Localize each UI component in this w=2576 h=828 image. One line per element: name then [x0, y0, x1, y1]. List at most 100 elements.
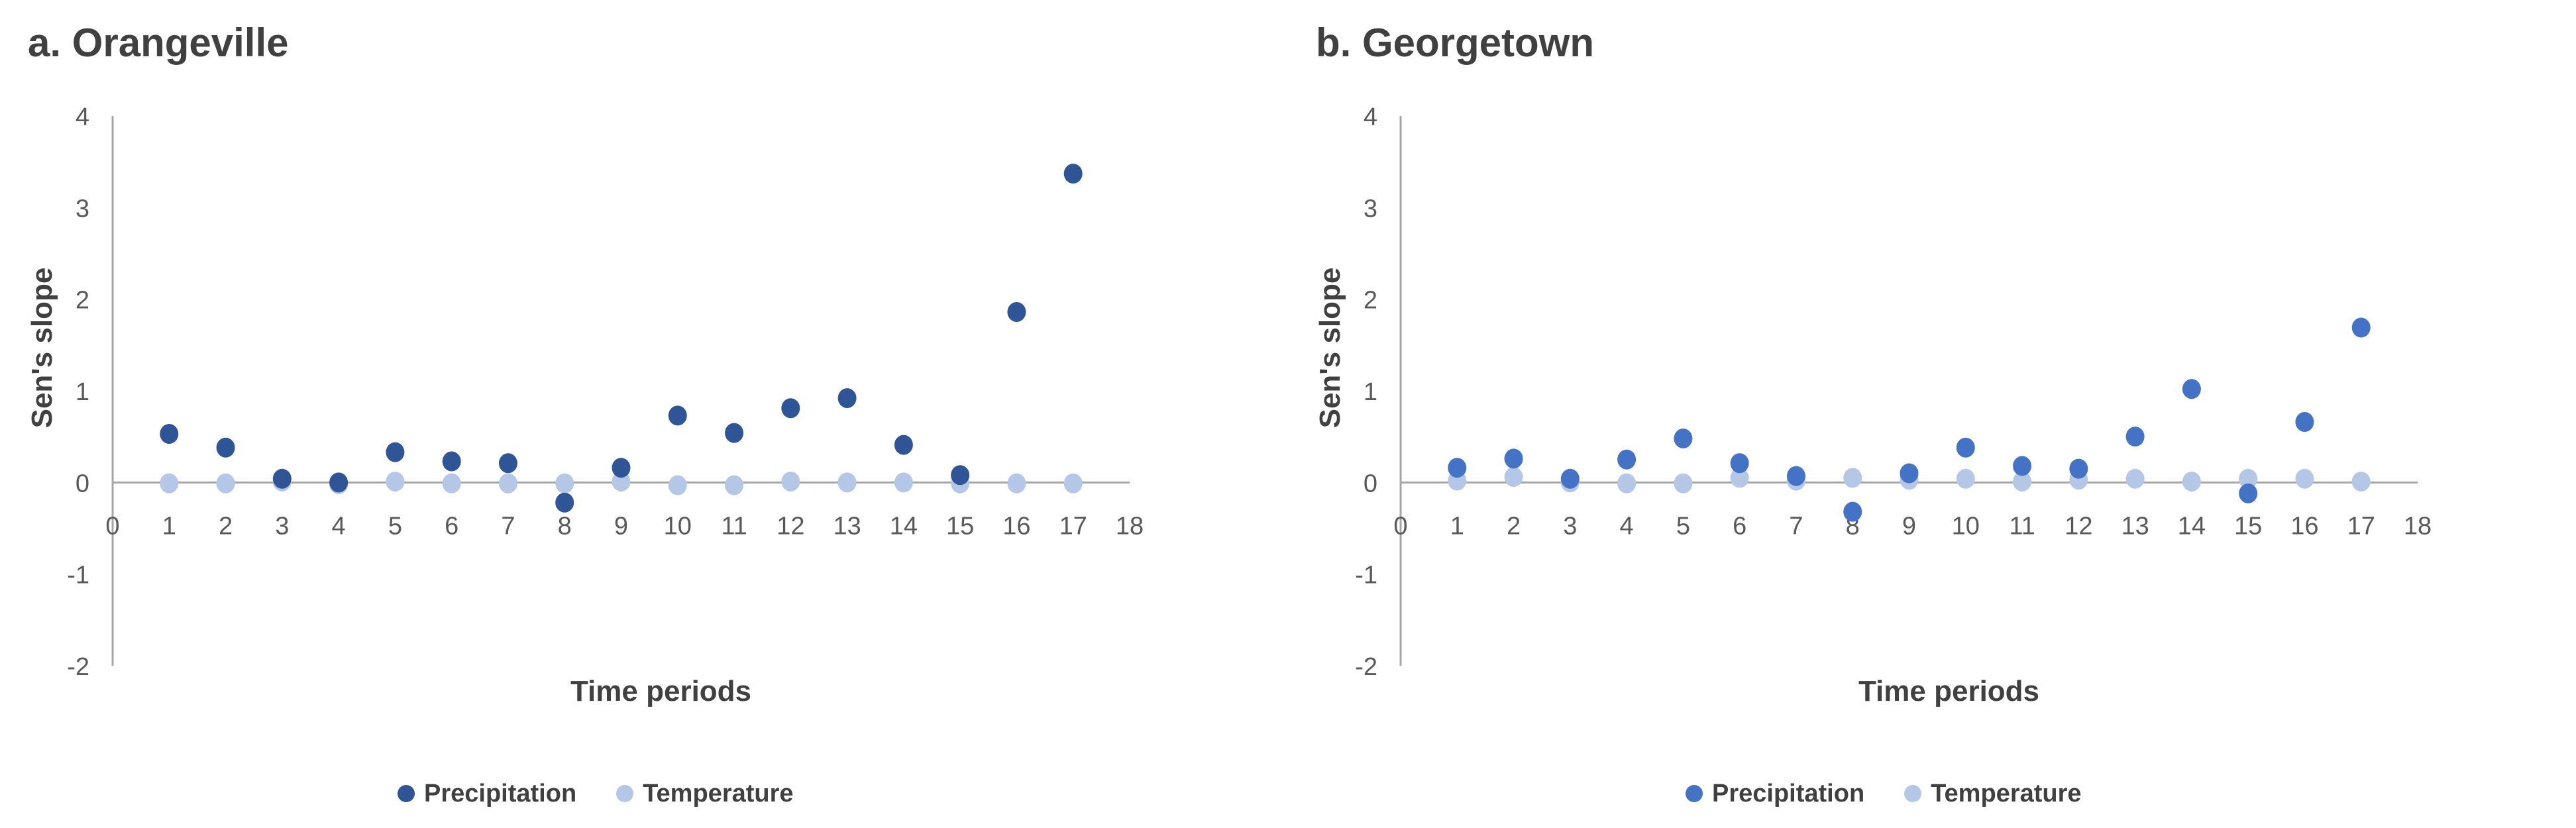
legend-label-precipitation: Precipitation — [424, 779, 577, 807]
x-tick-label: 16 — [1002, 512, 1030, 540]
y-tick-label: -2 — [1355, 653, 1377, 681]
point-temperature-2 — [1504, 467, 1523, 488]
y-tick-label: 0 — [1364, 470, 1377, 497]
legend-marker-temperature — [616, 785, 634, 802]
legend-item-temperature: Temperature — [616, 779, 794, 808]
y-tick-label: 3 — [76, 195, 89, 223]
x-tick-label: 13 — [2121, 512, 2149, 540]
x-tick-label: 3 — [275, 512, 289, 540]
x-tick-label: 14 — [2178, 512, 2206, 540]
x-tick-label: 6 — [1733, 512, 1746, 540]
point-precipitation-13 — [837, 388, 857, 409]
y-tick-label: 0 — [76, 470, 89, 497]
point-temperature-5 — [1674, 473, 1693, 493]
chart-panel-georgetown: b. Georgetown -2 -1 0 1 2 3 4 0 1 2 3 4 5 6 7 8 9 10 11 12 1… — [1288, 0, 2576, 828]
x-tick-label: 2 — [219, 512, 233, 540]
point-temperature-8 — [1843, 468, 1862, 488]
point-precipitation-7 — [498, 453, 517, 474]
point-temperature-9 — [612, 471, 631, 492]
point-precipitation-10 — [668, 405, 687, 426]
x-tick-label: 11 — [721, 512, 747, 540]
x-tick-label: 17 — [2347, 512, 2375, 540]
chart-legend: Precipitation Temperature — [1686, 774, 2082, 813]
y-tick-label: 2 — [76, 287, 89, 315]
y-tick-label: 2 — [1364, 287, 1377, 315]
legend-item-temperature: Temperature — [1904, 779, 2082, 808]
x-tick-label: 0 — [105, 512, 119, 540]
x-tick-label: 14 — [890, 512, 918, 540]
x-tick-label: 4 — [1620, 512, 1634, 540]
point-precipitation-2 — [216, 437, 235, 458]
point-temperature-5 — [386, 471, 405, 492]
point-precipitation-12 — [781, 398, 800, 419]
point-precipitation-3 — [1560, 468, 1580, 489]
point-precipitation-15 — [2239, 483, 2258, 503]
point-temperature-14 — [2182, 471, 2201, 492]
point-precipitation-9 — [612, 458, 631, 478]
legend-item-precipitation: Precipitation — [1686, 780, 1864, 808]
x-tick-label: 12 — [777, 512, 804, 540]
point-precipitation-4 — [329, 472, 349, 493]
y-tick-label: 4 — [1364, 103, 1377, 131]
x-tick-label: 9 — [614, 512, 628, 540]
point-precipitation-16 — [1007, 302, 1026, 323]
point-precipitation-9 — [1900, 463, 1919, 484]
x-tick-label: 2 — [1507, 512, 1521, 540]
x-tick-label: 0 — [1393, 512, 1407, 540]
point-precipitation-15 — [951, 465, 970, 486]
point-temperature-8 — [555, 473, 574, 493]
point-temperature-4 — [1617, 473, 1637, 493]
x-tick-label: 9 — [1902, 512, 1916, 540]
chart-legend: Precipitation Temperature — [398, 774, 794, 813]
point-precipitation-12 — [2069, 458, 2088, 479]
y-tick-label: 4 — [76, 103, 89, 131]
point-precipitation-1 — [1448, 458, 1467, 478]
x-tick-label: 5 — [388, 512, 402, 540]
y-axis-label: Sen's slope — [26, 268, 58, 429]
legend-marker-precipitation — [1686, 785, 1703, 802]
point-temperature-13 — [2125, 468, 2145, 489]
chart-title: b. Georgetown — [1316, 21, 1594, 65]
point-temperature-16 — [1007, 473, 1026, 493]
x-tick-label: 8 — [558, 512, 572, 540]
x-tick-label: 15 — [2234, 512, 2262, 540]
x-tick-label: 10 — [1952, 512, 1980, 540]
point-temperature-7 — [498, 473, 517, 493]
legend-marker-precipitation — [398, 785, 415, 802]
point-temperature-12 — [781, 471, 800, 492]
point-temperature-11 — [2013, 471, 2032, 492]
legend-label-temperature: Temperature — [643, 779, 794, 807]
x-axis-label: Time periods — [570, 675, 751, 707]
series-precipitation — [1448, 317, 2371, 522]
point-precipitation-5 — [1674, 428, 1693, 448]
y-tick-label: -2 — [67, 653, 89, 681]
point-precipitation-17 — [2351, 317, 2371, 338]
legend-item-precipitation: Precipitation — [398, 780, 576, 808]
point-temperature-16 — [2295, 468, 2314, 489]
point-temperature-2 — [216, 473, 235, 493]
point-precipitation-5 — [386, 442, 405, 462]
x-tick-label: 10 — [664, 512, 692, 540]
point-precipitation-13 — [2125, 427, 2145, 447]
x-tick-label: 13 — [833, 512, 861, 540]
x-tick-label: 17 — [1059, 512, 1087, 540]
point-precipitation-10 — [1956, 437, 1975, 458]
point-precipitation-8 — [555, 492, 574, 513]
point-precipitation-11 — [725, 423, 744, 443]
y-tick-label: 1 — [76, 378, 89, 406]
legend-label-temperature: Temperature — [1931, 779, 2082, 807]
point-temperature-6 — [442, 473, 461, 493]
x-tick-label: 12 — [2065, 512, 2092, 540]
y-tick-label: 3 — [1364, 195, 1377, 223]
point-precipitation-3 — [272, 468, 292, 489]
y-tick-label: 1 — [1364, 378, 1377, 406]
x-tick-label: 18 — [2404, 512, 2432, 540]
point-precipitation-2 — [1504, 448, 1523, 469]
x-tick-label: 3 — [1563, 512, 1577, 540]
chart-panel-orangeville: a. Orangeville -2 -1 0 1 2 3 4 0 1 2 3 4 5 6 7 8 9 10 11 12… — [26, 21, 1144, 813]
point-temperature-15 — [2239, 468, 2258, 489]
point-precipitation-6 — [442, 451, 461, 472]
x-tick-label: 1 — [162, 512, 176, 540]
